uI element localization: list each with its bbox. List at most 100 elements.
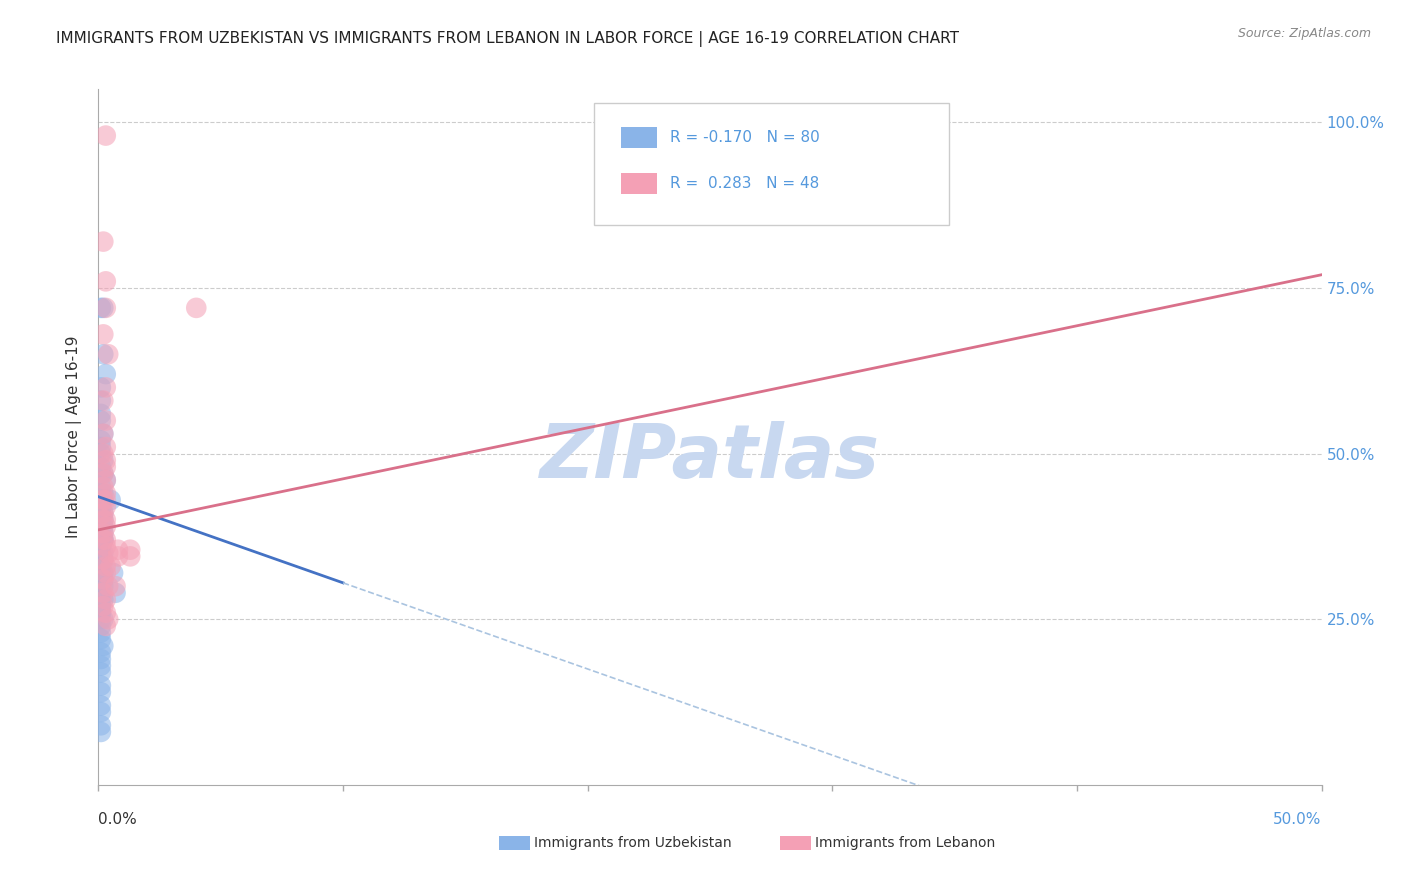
Point: [91, 447, 114, 461]
Point: [90, 725, 112, 739]
Point: [120, 542, 142, 557]
Point: [94, 500, 117, 514]
Point: [90, 526, 112, 541]
Point: [91, 612, 114, 626]
Point: [90, 459, 112, 474]
Point: [91, 513, 114, 527]
Point: [107, 542, 129, 557]
Point: [90, 579, 112, 593]
Point: [90, 407, 112, 421]
Point: [90, 480, 112, 494]
Point: [94, 619, 117, 633]
Point: [90, 606, 112, 620]
Point: [91, 533, 114, 547]
Point: [94, 440, 117, 454]
Point: [90, 606, 112, 620]
Point: [94, 519, 117, 533]
Point: [90, 698, 112, 713]
Point: [90, 486, 112, 500]
Text: ZIPatlas: ZIPatlas: [540, 421, 880, 494]
Point: [90, 513, 112, 527]
Point: [97, 612, 120, 626]
Point: [91, 506, 114, 520]
Point: [90, 625, 112, 640]
Point: [90, 380, 112, 394]
Point: [90, 652, 112, 666]
Point: [120, 549, 142, 564]
Point: [91, 467, 114, 481]
Bar: [620, 128, 658, 148]
Point: [90, 533, 112, 547]
Point: [91, 506, 114, 520]
Point: [90, 486, 112, 500]
Point: [94, 473, 117, 487]
Point: [91, 592, 114, 607]
Point: [91, 347, 114, 361]
Point: [94, 513, 117, 527]
Text: R =  0.283   N = 48: R = 0.283 N = 48: [669, 176, 818, 191]
Point: [90, 393, 112, 408]
Point: [94, 274, 117, 288]
Point: [91, 526, 114, 541]
Point: [91, 480, 114, 494]
Point: [104, 586, 127, 600]
Point: [91, 467, 114, 481]
Point: [90, 506, 112, 520]
Text: 0.0%: 0.0%: [98, 812, 138, 827]
Text: Immigrants from Uzbekistan: Immigrants from Uzbekistan: [534, 836, 733, 850]
Point: [91, 486, 114, 500]
Point: [91, 426, 114, 441]
Point: [90, 467, 112, 481]
Point: [90, 413, 112, 427]
Point: [91, 599, 114, 613]
Point: [90, 434, 112, 448]
Point: [90, 493, 112, 508]
Point: [94, 301, 117, 315]
Point: [90, 540, 112, 554]
Point: [90, 619, 112, 633]
Point: [97, 546, 120, 560]
FancyBboxPatch shape: [593, 103, 949, 225]
Point: [91, 533, 114, 547]
Point: [91, 552, 114, 566]
Point: [91, 519, 114, 533]
Point: [90, 566, 112, 580]
Text: R = -0.170   N = 80: R = -0.170 N = 80: [669, 130, 820, 145]
Point: [91, 493, 114, 508]
Point: [91, 579, 114, 593]
Point: [101, 566, 124, 580]
Point: [91, 552, 114, 566]
Point: [90, 679, 112, 693]
Point: [94, 128, 117, 143]
Point: [94, 606, 117, 620]
Point: [90, 546, 112, 560]
Point: [90, 718, 112, 732]
Point: [90, 612, 112, 626]
Point: [97, 579, 120, 593]
Text: Immigrants from Lebanon: Immigrants from Lebanon: [815, 836, 995, 850]
Point: [94, 493, 117, 508]
Bar: [620, 173, 658, 194]
Point: [90, 573, 112, 587]
Point: [186, 301, 208, 315]
Point: [91, 393, 114, 408]
Text: IMMIGRANTS FROM UZBEKISTAN VS IMMIGRANTS FROM LEBANON IN LABOR FORCE | AGE 16-19: IMMIGRANTS FROM UZBEKISTAN VS IMMIGRANTS…: [56, 31, 959, 47]
Point: [90, 685, 112, 699]
Point: [91, 513, 114, 527]
Point: [90, 519, 112, 533]
Point: [90, 592, 112, 607]
Point: [90, 301, 112, 315]
Point: [94, 453, 117, 467]
Point: [90, 586, 112, 600]
Point: [90, 586, 112, 600]
Point: [90, 540, 112, 554]
Point: [94, 592, 117, 607]
Point: [94, 486, 117, 500]
Point: [91, 533, 114, 547]
Point: [90, 546, 112, 560]
Point: [90, 559, 112, 574]
Point: [94, 540, 117, 554]
Point: [90, 500, 112, 514]
Point: [94, 367, 117, 381]
Point: [91, 526, 114, 541]
